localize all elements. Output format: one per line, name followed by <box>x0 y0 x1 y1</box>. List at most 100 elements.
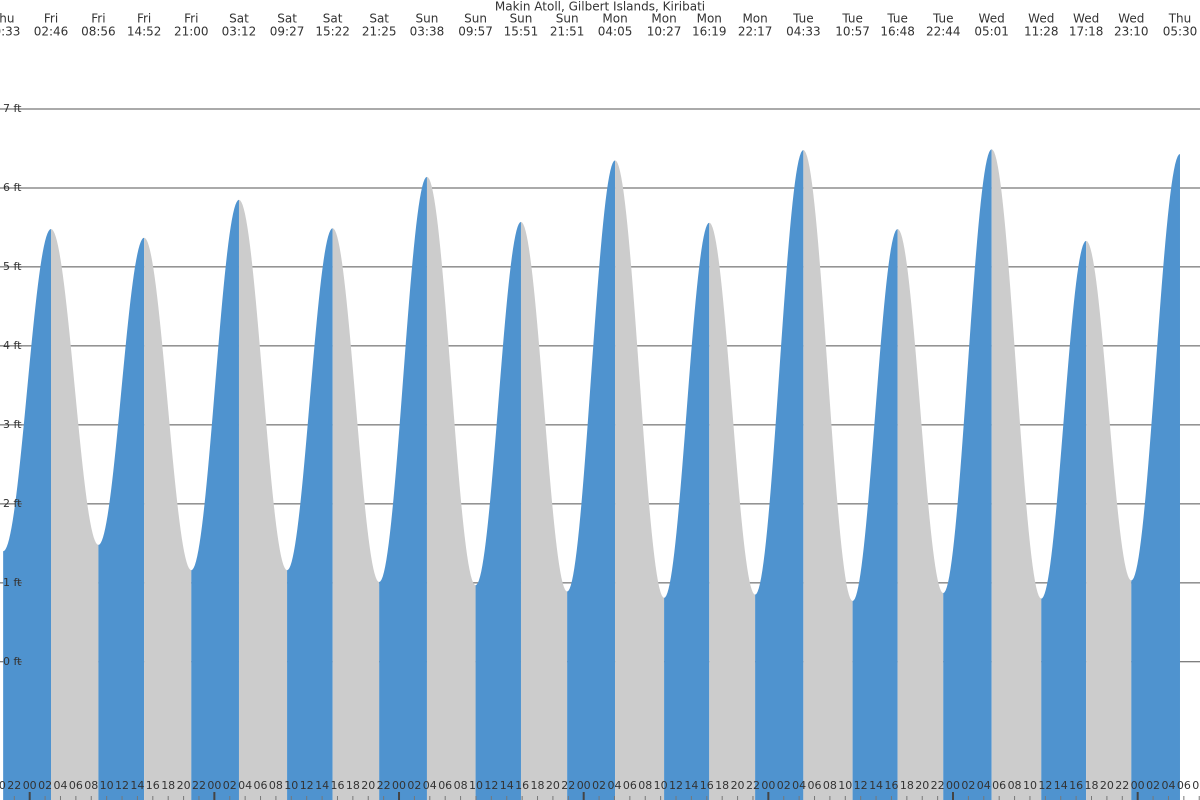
x-tick-label: 00 <box>577 779 591 792</box>
rising-tide <box>287 228 333 800</box>
x-tick-label: 22 <box>7 779 21 792</box>
extreme-day: Sat <box>277 12 297 26</box>
x-tick-label: 20 <box>1100 779 1114 792</box>
x-tick-label: 18 <box>161 779 175 792</box>
extreme-day: Thu <box>0 12 14 26</box>
falling-tide <box>1086 240 1132 800</box>
x-tick-label: 02 <box>592 779 606 792</box>
y-tick-label: 4 ft <box>3 339 22 352</box>
x-tick-label: 00 <box>392 779 406 792</box>
x-tick-label: 14 <box>869 779 883 792</box>
rising-tide <box>191 199 239 800</box>
extreme-time: 23:10 <box>1114 25 1149 39</box>
extreme-time: 03:38 <box>410 25 445 39</box>
extreme-day: Tue <box>886 12 908 26</box>
falling-tide <box>709 222 756 800</box>
x-tick-label: 18 <box>1085 779 1099 792</box>
rising-tide <box>567 160 616 800</box>
x-tick-label: 16 <box>146 779 160 792</box>
x-tick-label: 02 <box>223 779 237 792</box>
x-tick-label: 10 <box>1023 779 1037 792</box>
x-tick-label: 16 <box>884 779 898 792</box>
x-tick-label: 02 <box>407 779 421 792</box>
x-tick-label: 18 <box>531 779 545 792</box>
x-tick-label: 22 <box>561 779 575 792</box>
extreme-day: Wed <box>1028 12 1054 26</box>
x-tick-label: 10 <box>100 779 114 792</box>
y-tick-label: 1 ft <box>3 576 22 589</box>
extreme-day: Sun <box>416 12 439 26</box>
x-tick-label: 06 <box>1177 779 1191 792</box>
x-tick-label: 10 <box>654 779 668 792</box>
extreme-time: 08:56 <box>81 25 116 39</box>
falling-tide <box>520 221 568 800</box>
tide-area <box>3 149 1180 800</box>
x-tick-label: 08 <box>269 779 283 792</box>
falling-tide <box>332 228 380 800</box>
falling-tide <box>238 199 288 800</box>
extreme-time: 15:22 <box>315 25 350 39</box>
extreme-day: Sat <box>229 12 249 26</box>
extreme-day: Tue <box>841 12 863 26</box>
x-tick-label: 06 <box>992 779 1006 792</box>
extreme-time: 10:57 <box>835 25 870 39</box>
extreme-time: 22:44 <box>926 25 961 39</box>
x-tick-label: 20 <box>0 779 6 792</box>
x-tick-label: 02 <box>1146 779 1160 792</box>
x-tick-label: 22 <box>1115 779 1129 792</box>
extreme-day: Mon <box>602 12 627 26</box>
rising-tide <box>1041 240 1087 800</box>
rising-tide <box>1131 154 1180 800</box>
x-tick-label: 04 <box>607 779 621 792</box>
x-tick-label: 12 <box>1038 779 1052 792</box>
x-tick-label: 08 <box>1008 779 1022 792</box>
extreme-day: Sun <box>556 12 579 26</box>
x-tick-label: 22 <box>746 779 760 792</box>
x-tick-label: 06 <box>808 779 822 792</box>
x-tick-label: 20 <box>177 779 191 792</box>
x-tick-label: 00 <box>761 779 775 792</box>
rising-tide <box>755 150 804 800</box>
x-tick-label: 14 <box>130 779 144 792</box>
extreme-time: 05:30 <box>1163 25 1198 39</box>
extreme-day: Fri <box>137 12 151 26</box>
x-tick-label: 14 <box>500 779 514 792</box>
x-tick-label: 22 <box>931 779 945 792</box>
x-tick-label: 08 <box>638 779 652 792</box>
x-tick-label: 04 <box>53 779 67 792</box>
y-tick-label: 5 ft <box>3 260 22 273</box>
x-tick-label: 16 <box>700 779 714 792</box>
rising-tide <box>943 149 992 800</box>
x-tick-label: 20 <box>361 779 375 792</box>
x-tick-label: 08 <box>84 779 98 792</box>
extreme-time: 02:46 <box>34 25 69 39</box>
y-tick-label: 0 ft <box>3 655 22 668</box>
x-tick-label: 10 <box>284 779 298 792</box>
falling-tide <box>991 149 1042 800</box>
extreme-time: 14:52 <box>127 25 162 39</box>
x-tick-label: 00 <box>946 779 960 792</box>
x-tick-label: 10 <box>469 779 483 792</box>
extreme-time: 22:17 <box>738 25 773 39</box>
y-tick-label: 3 ft <box>3 418 22 431</box>
x-tick-label: 02 <box>961 779 975 792</box>
x-tick-label: 04 <box>792 779 806 792</box>
falling-tide <box>615 160 665 800</box>
extreme-day: Thu <box>1168 12 1192 26</box>
x-tick-label: 10 <box>838 779 852 792</box>
extreme-time: 05:01 <box>974 25 1009 39</box>
extreme-time: 11:28 <box>1024 25 1059 39</box>
x-tick-label: 04 <box>977 779 991 792</box>
x-tick-label: 00 <box>1131 779 1145 792</box>
x-tick-label: 08 <box>454 779 468 792</box>
x-tick-label: 00 <box>207 779 221 792</box>
x-tick-label: 04 <box>423 779 437 792</box>
extreme-day: Sat <box>323 12 343 26</box>
y-tick-label: 6 ft <box>3 181 22 194</box>
rising-tide <box>3 229 52 800</box>
extreme-day: Wed <box>1073 12 1099 26</box>
x-tick-label: 02 <box>38 779 52 792</box>
falling-tide <box>144 237 192 800</box>
x-tick-label: 16 <box>1069 779 1083 792</box>
